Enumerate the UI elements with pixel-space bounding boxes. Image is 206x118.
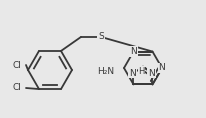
Text: H: H xyxy=(138,67,145,76)
Text: H₂N: H₂N xyxy=(97,67,114,76)
Text: N: N xyxy=(129,69,136,78)
Text: Cl: Cl xyxy=(12,84,21,93)
Text: N: N xyxy=(130,47,137,56)
Text: N: N xyxy=(159,63,165,72)
Text: S: S xyxy=(98,32,104,41)
Text: N: N xyxy=(148,69,155,78)
Text: Cl: Cl xyxy=(12,61,21,70)
